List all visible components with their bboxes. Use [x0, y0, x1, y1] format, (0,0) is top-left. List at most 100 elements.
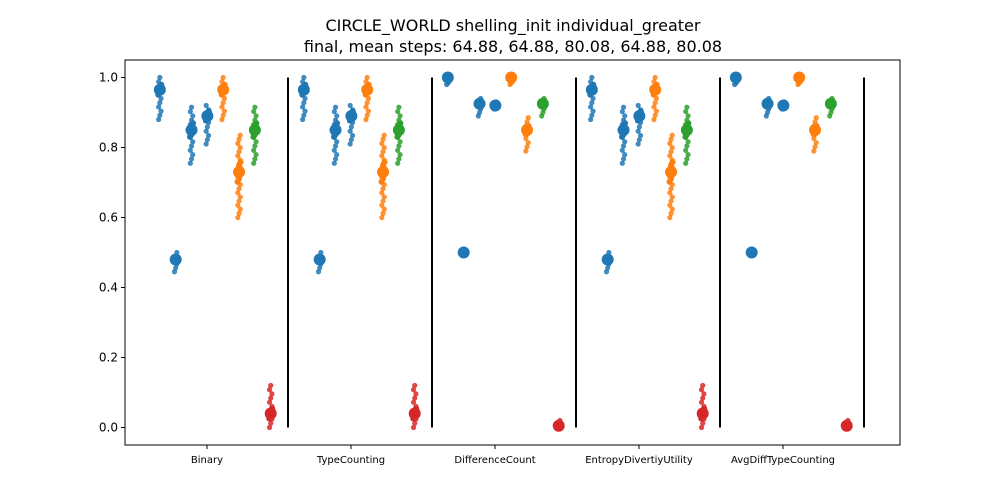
mean-marker: [552, 419, 565, 432]
data-point: [364, 100, 370, 106]
strip-EntropyDivertiyUtility-1: [601, 249, 614, 275]
data-point: [413, 391, 419, 397]
data-point: [252, 143, 258, 149]
strip-EntropyDivertiyUtility-2: [617, 104, 630, 166]
data-point: [253, 139, 259, 145]
data-point: [236, 149, 242, 155]
data-point: [269, 391, 275, 397]
data-point: [667, 153, 673, 159]
data-point: [684, 104, 690, 110]
mean-marker: [601, 253, 614, 266]
data-point: [410, 424, 417, 431]
strip-DifferenceCount-6: [536, 95, 549, 119]
data-point: [588, 104, 594, 110]
data-point: [381, 132, 387, 138]
mean-marker: [585, 83, 598, 96]
data-point: [220, 100, 226, 106]
strip-EntropyDivertiyUtility-4: [649, 74, 662, 123]
data-point: [251, 108, 257, 115]
strip-AvgDiffTypeCounting-2: [761, 95, 774, 119]
mean-marker: [345, 110, 358, 122]
data-point: [397, 139, 403, 145]
data-point: [268, 382, 274, 389]
data-point: [813, 140, 819, 146]
mean-marker: [633, 110, 646, 122]
data-point: [347, 141, 353, 147]
data-point: [813, 115, 819, 121]
data-point: [698, 387, 705, 393]
data-point: [237, 159, 244, 166]
data-point: [190, 152, 196, 158]
strip-TypeCounting-2: [329, 104, 342, 166]
strip-TypeCounting-1: [313, 249, 326, 275]
strip-EntropyDivertiyUtility-6: [680, 104, 693, 166]
strip-AvgDiffTypeCounting-0: [729, 71, 742, 88]
data-point: [698, 424, 705, 431]
data-point: [219, 116, 225, 123]
data-point: [525, 115, 531, 121]
data-point: [364, 112, 370, 118]
data-point: [332, 156, 339, 162]
mean-marker: [521, 124, 534, 136]
data-point: [635, 102, 641, 109]
x-tick-label: TypeCounting: [316, 455, 385, 466]
data-point: [235, 202, 241, 208]
data-point: [268, 395, 274, 401]
data-point: [235, 214, 241, 221]
data-point: [667, 190, 673, 196]
data-point: [683, 147, 689, 153]
data-point: [669, 132, 675, 138]
data-point: [253, 152, 259, 158]
data-point: [524, 144, 530, 150]
mean-marker: [536, 97, 549, 110]
data-point: [668, 210, 674, 216]
mean-marker: [248, 124, 261, 136]
strip-EntropyDivertiyUtility-0: [585, 74, 598, 123]
data-point: [410, 387, 417, 393]
data-point: [635, 128, 641, 134]
data-point: [237, 194, 243, 200]
data-point: [667, 140, 673, 147]
data-point: [588, 116, 594, 123]
data-point: [205, 132, 212, 139]
data-point: [381, 206, 387, 212]
data-point: [363, 104, 369, 110]
data-point: [622, 113, 628, 119]
data-point: [669, 194, 675, 200]
data-point: [683, 108, 689, 115]
data-point: [190, 139, 196, 145]
group-separators: [287, 77, 865, 428]
strip-TypeCounting-7: [408, 382, 421, 431]
data-point: [266, 387, 273, 393]
data-point: [668, 198, 674, 204]
strip-AvgDiffTypeCounting-7: [840, 417, 853, 432]
data-point: [379, 202, 385, 208]
strip-TypeCounting-3: [345, 102, 358, 147]
data-point: [236, 198, 242, 204]
data-point: [636, 137, 642, 143]
strip-EntropyDivertiyUtility-3: [633, 102, 646, 147]
data-point: [619, 160, 625, 166]
strip-TypeCounting-6: [392, 104, 405, 166]
mean-marker: [489, 99, 502, 112]
data-point: [700, 420, 706, 426]
plot-marks: [153, 71, 853, 432]
mean-marker: [680, 124, 693, 136]
data-point: [397, 113, 403, 119]
mean-marker: [696, 407, 709, 420]
data-point: [301, 74, 307, 81]
data-point: [190, 113, 196, 119]
mean-marker: [809, 124, 822, 136]
data-point: [525, 140, 531, 146]
mean-marker: [185, 124, 198, 136]
data-point: [589, 112, 595, 118]
data-point: [331, 160, 337, 166]
data-point: [204, 124, 210, 130]
data-point: [395, 160, 401, 166]
data-point: [622, 139, 628, 145]
mean-marker: [777, 99, 790, 112]
data-point: [379, 190, 385, 196]
data-point: [637, 132, 644, 139]
mean-marker: [313, 253, 326, 266]
data-point: [381, 144, 387, 151]
